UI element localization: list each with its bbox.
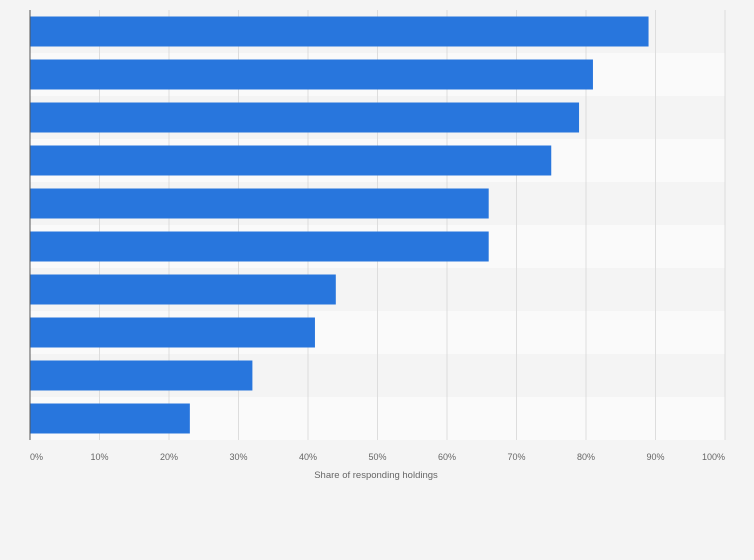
bar[interactable] — [30, 145, 552, 176]
bar[interactable] — [30, 59, 593, 90]
x-tick-label: 20% — [160, 452, 178, 462]
bar[interactable] — [30, 403, 190, 434]
bar[interactable] — [30, 360, 253, 391]
x-tick-label: 80% — [577, 452, 595, 462]
bar[interactable] — [30, 317, 315, 348]
x-axis-ticks: 0% 10% 20% 30% 40% 50% 60% 70% 80% 90% 100% — [30, 452, 725, 462]
bar[interactable] — [30, 16, 649, 47]
x-tick-label: 60% — [438, 452, 456, 462]
bar[interactable] — [30, 274, 336, 305]
bar[interactable] — [30, 231, 489, 262]
bar[interactable] — [30, 102, 580, 133]
x-tick-label: 50% — [368, 452, 386, 462]
x-tick-label: 90% — [646, 452, 664, 462]
x-tick-label: 30% — [229, 452, 247, 462]
x-tick-label: 40% — [299, 452, 317, 462]
bar[interactable] — [30, 188, 489, 219]
x-tick-label: 0% — [30, 452, 43, 462]
x-axis-title: Share of responding holdings — [314, 470, 438, 481]
x-tick-label: 10% — [90, 452, 108, 462]
bars — [30, 16, 649, 434]
x-tick-label: 70% — [507, 452, 525, 462]
x-tick-label: 100% — [702, 452, 725, 462]
